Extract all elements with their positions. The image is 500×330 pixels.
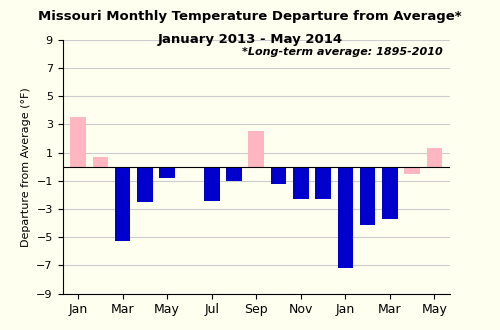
Bar xyxy=(182,167,197,168)
Bar xyxy=(92,157,108,167)
Text: January 2013 - May 2014: January 2013 - May 2014 xyxy=(158,33,342,46)
Bar xyxy=(426,148,442,167)
Bar xyxy=(115,167,130,242)
Bar xyxy=(204,167,220,201)
Bar xyxy=(316,167,331,199)
Bar xyxy=(338,167,353,268)
Text: *Long-term average: 1895-2010: *Long-term average: 1895-2010 xyxy=(242,47,442,57)
Text: Missouri Monthly Temperature Departure from Average*: Missouri Monthly Temperature Departure f… xyxy=(38,10,462,23)
Bar xyxy=(270,167,286,183)
Bar xyxy=(293,167,308,199)
Bar xyxy=(137,167,152,202)
Bar xyxy=(248,131,264,167)
Bar xyxy=(226,167,242,181)
Bar xyxy=(70,117,86,167)
Bar xyxy=(404,167,420,174)
Y-axis label: Departure from Average (°F): Departure from Average (°F) xyxy=(20,87,30,247)
Bar xyxy=(160,167,175,178)
Bar xyxy=(360,167,376,224)
Bar xyxy=(382,167,398,219)
